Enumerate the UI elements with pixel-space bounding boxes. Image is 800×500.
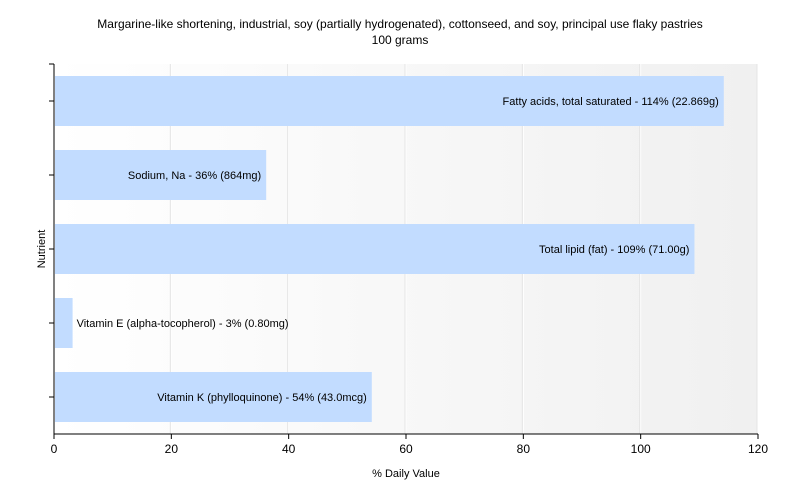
bar-label: Fatty acids, total saturated - 114% (22.…	[503, 96, 719, 108]
bar	[55, 76, 724, 126]
bar-label: Vitamin E (alpha-tocopherol) - 3% (0.80m…	[77, 318, 289, 330]
bar	[55, 298, 73, 348]
bar	[55, 150, 267, 200]
bar-label: Vitamin K (phylloquinone) - 54% (43.0mcg…	[157, 392, 367, 404]
x-tick-label: 60	[399, 442, 413, 456]
x-axis-label: % Daily Value	[372, 468, 440, 480]
axes: 0 20 40 60 80 100 120	[49, 63, 768, 456]
y-axis-label: Nutrient	[36, 230, 48, 269]
bar-label: Total lipid (fat) - 109% (71.00g)	[539, 244, 689, 256]
bar	[55, 372, 372, 422]
chart-subtitle: 100 grams	[372, 33, 429, 47]
x-tick-label: 40	[282, 442, 296, 456]
x-tick-label: 100	[631, 442, 651, 456]
chart-title: Margarine-like shortening, industrial, s…	[97, 17, 702, 31]
bar-label: Sodium, Na - 36% (864mg)	[128, 170, 261, 182]
x-tick-label: 120	[748, 442, 768, 456]
bars: Fatty acids, total saturated - 114% (22.…	[55, 76, 724, 422]
x-tick-label: 20	[165, 442, 179, 456]
bar	[55, 224, 695, 274]
x-tick-label: 80	[517, 442, 531, 456]
x-tick-label: 0	[51, 442, 58, 456]
